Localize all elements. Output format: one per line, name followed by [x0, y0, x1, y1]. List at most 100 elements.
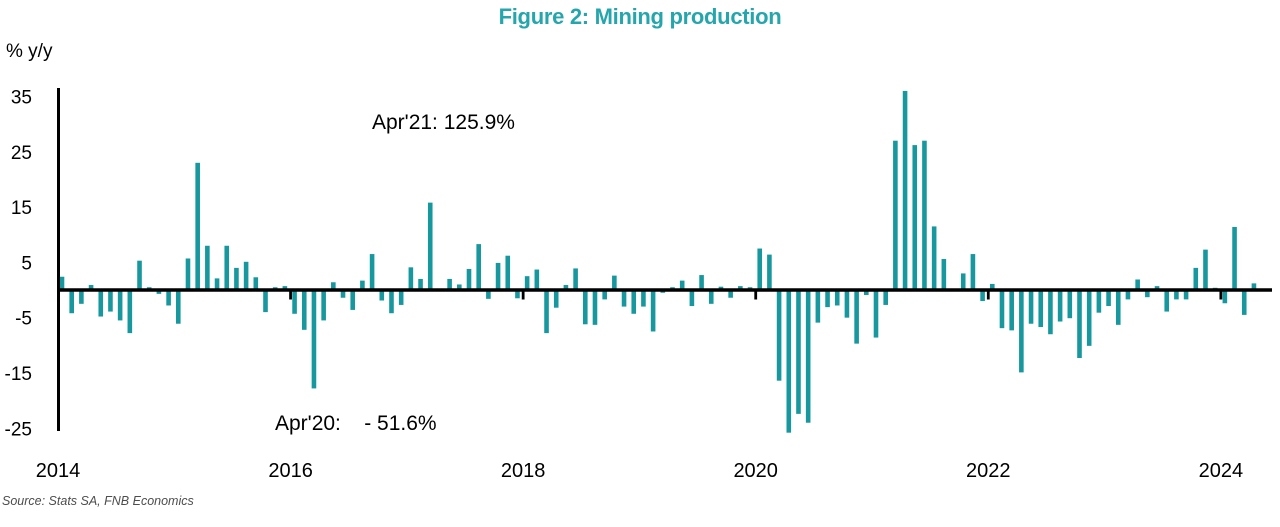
bar-2024-03 [1241, 290, 1247, 315]
bar-2022-08 [1057, 290, 1063, 322]
bar-2020-04 [786, 290, 792, 433]
bar-2018-07 [582, 290, 588, 325]
bar-2019-01 [641, 290, 646, 307]
bar-2017-06 [457, 284, 462, 290]
bar-2021-02 [883, 290, 888, 305]
bar-2014-03 [79, 290, 84, 304]
y-axis-tick-label: -15 [5, 364, 32, 385]
x-axis-year-label: 2024 [1199, 460, 1244, 482]
bar-2021-05 [912, 145, 918, 290]
bar-2016-08 [360, 280, 365, 290]
bar-2019-06 [689, 290, 695, 307]
bar-2020-08 [825, 290, 830, 308]
bar-2016-10 [379, 290, 385, 301]
bar-2015-06 [224, 245, 230, 290]
bar-2014-05 [98, 290, 104, 317]
bar-2015-09 [253, 277, 259, 290]
bar-2023-08 [1174, 290, 1179, 300]
bar-2023-07 [1164, 290, 1170, 312]
bar-2017-07 [466, 268, 472, 290]
bar-2019-08 [708, 290, 714, 304]
bar-2015-01 [175, 290, 181, 324]
bar-2015-08 [243, 261, 249, 290]
bar-2018-09 [602, 290, 607, 300]
bar-2022-05 [1028, 290, 1034, 324]
bar-2020-01 [757, 248, 763, 291]
bar-2018-04 [553, 290, 559, 308]
bar-2016-06 [340, 290, 346, 298]
bar-2017-03 [427, 202, 433, 290]
y-axis-tick-label: -5 [15, 309, 32, 330]
bar-2019-05 [679, 280, 685, 290]
x-axis-year-label: 2018 [501, 460, 546, 482]
bar-2023-09 [1183, 290, 1189, 300]
bar-2014-02 [69, 290, 74, 314]
bar-2023-02 [1115, 290, 1121, 325]
bar-2021-03 [893, 140, 898, 290]
bar-2022-06 [1038, 290, 1044, 328]
y-axis-unit-label: % y/y [6, 41, 53, 62]
bar-2018-10 [612, 275, 617, 290]
bar-2015-12 [282, 286, 288, 290]
bar-2022-10 [1077, 290, 1082, 359]
bar-2017-08 [476, 244, 481, 290]
bar-2024-01 [1222, 290, 1228, 304]
bar-2016-07 [350, 290, 356, 310]
bar-2016-04 [321, 290, 326, 321]
bar-2021-01 [873, 290, 879, 338]
bar-2020-09 [834, 290, 840, 306]
bar-2016-02 [301, 290, 307, 330]
bar-2017-09 [486, 290, 491, 299]
bar-2020-02 [767, 254, 772, 290]
bar-2018-11 [621, 290, 627, 307]
x-axis-year-label: 2014 [36, 460, 81, 482]
bar-2023-06 [1154, 286, 1160, 290]
bar-2023-04 [1135, 279, 1140, 290]
bar-2020-10 [844, 290, 850, 318]
bar-2023-03 [1125, 290, 1131, 300]
bar-2019-02 [650, 290, 656, 332]
bar-2021-07 [931, 226, 937, 291]
bar-2022-09 [1067, 290, 1073, 319]
bar-2022-07 [1048, 290, 1053, 335]
bar-2022-02 [999, 290, 1005, 329]
bar-2016-09 [369, 254, 375, 291]
bar-2015-07 [234, 267, 239, 290]
bar-2022-01 [989, 283, 995, 290]
y-axis-tick-label: 15 [11, 198, 32, 219]
bar-2020-03 [776, 290, 782, 381]
source-note: Source: Stats SA, FNB Economics [2, 494, 194, 508]
y-axis-tick-label: 25 [11, 143, 32, 164]
annotation-apr20-value: Apr'20: - 51.6% [275, 412, 437, 435]
bar-2019-11 [738, 286, 743, 290]
bar-2014-08 [127, 290, 133, 334]
bar-2018-08 [592, 290, 598, 325]
bar-2017-10 [495, 262, 501, 290]
bar-2020-06 [805, 290, 811, 423]
y-axis-tick-label: 35 [11, 87, 32, 108]
bar-2020-11 [854, 290, 859, 344]
bar-2023-10 [1193, 267, 1199, 290]
bar-2020-07 [815, 290, 821, 323]
bar-2014-04 [88, 285, 94, 290]
bar-2017-11 [505, 255, 511, 290]
x-axis-year-label: 2022 [966, 460, 1011, 482]
bar-2018-03 [544, 290, 549, 334]
bar-2016-12 [398, 290, 404, 305]
bar-2024-02 [1232, 226, 1237, 290]
bar-2016-11 [389, 290, 394, 314]
bar-2018-05 [563, 285, 569, 290]
bar-2017-05 [447, 278, 452, 290]
bar-2021-11 [970, 254, 976, 291]
bar-2016-05 [331, 282, 336, 290]
bar-2017-01 [408, 267, 414, 290]
bar-2017-02 [418, 278, 423, 290]
bar-2024-04 [1251, 283, 1257, 290]
y-axis-tick-label: 5 [21, 253, 32, 274]
bar-2018-02 [534, 269, 540, 290]
bar-2023-01 [1106, 290, 1111, 307]
bar-2016-03 [311, 290, 317, 389]
chart-title: Figure 2: Mining production [498, 4, 782, 29]
